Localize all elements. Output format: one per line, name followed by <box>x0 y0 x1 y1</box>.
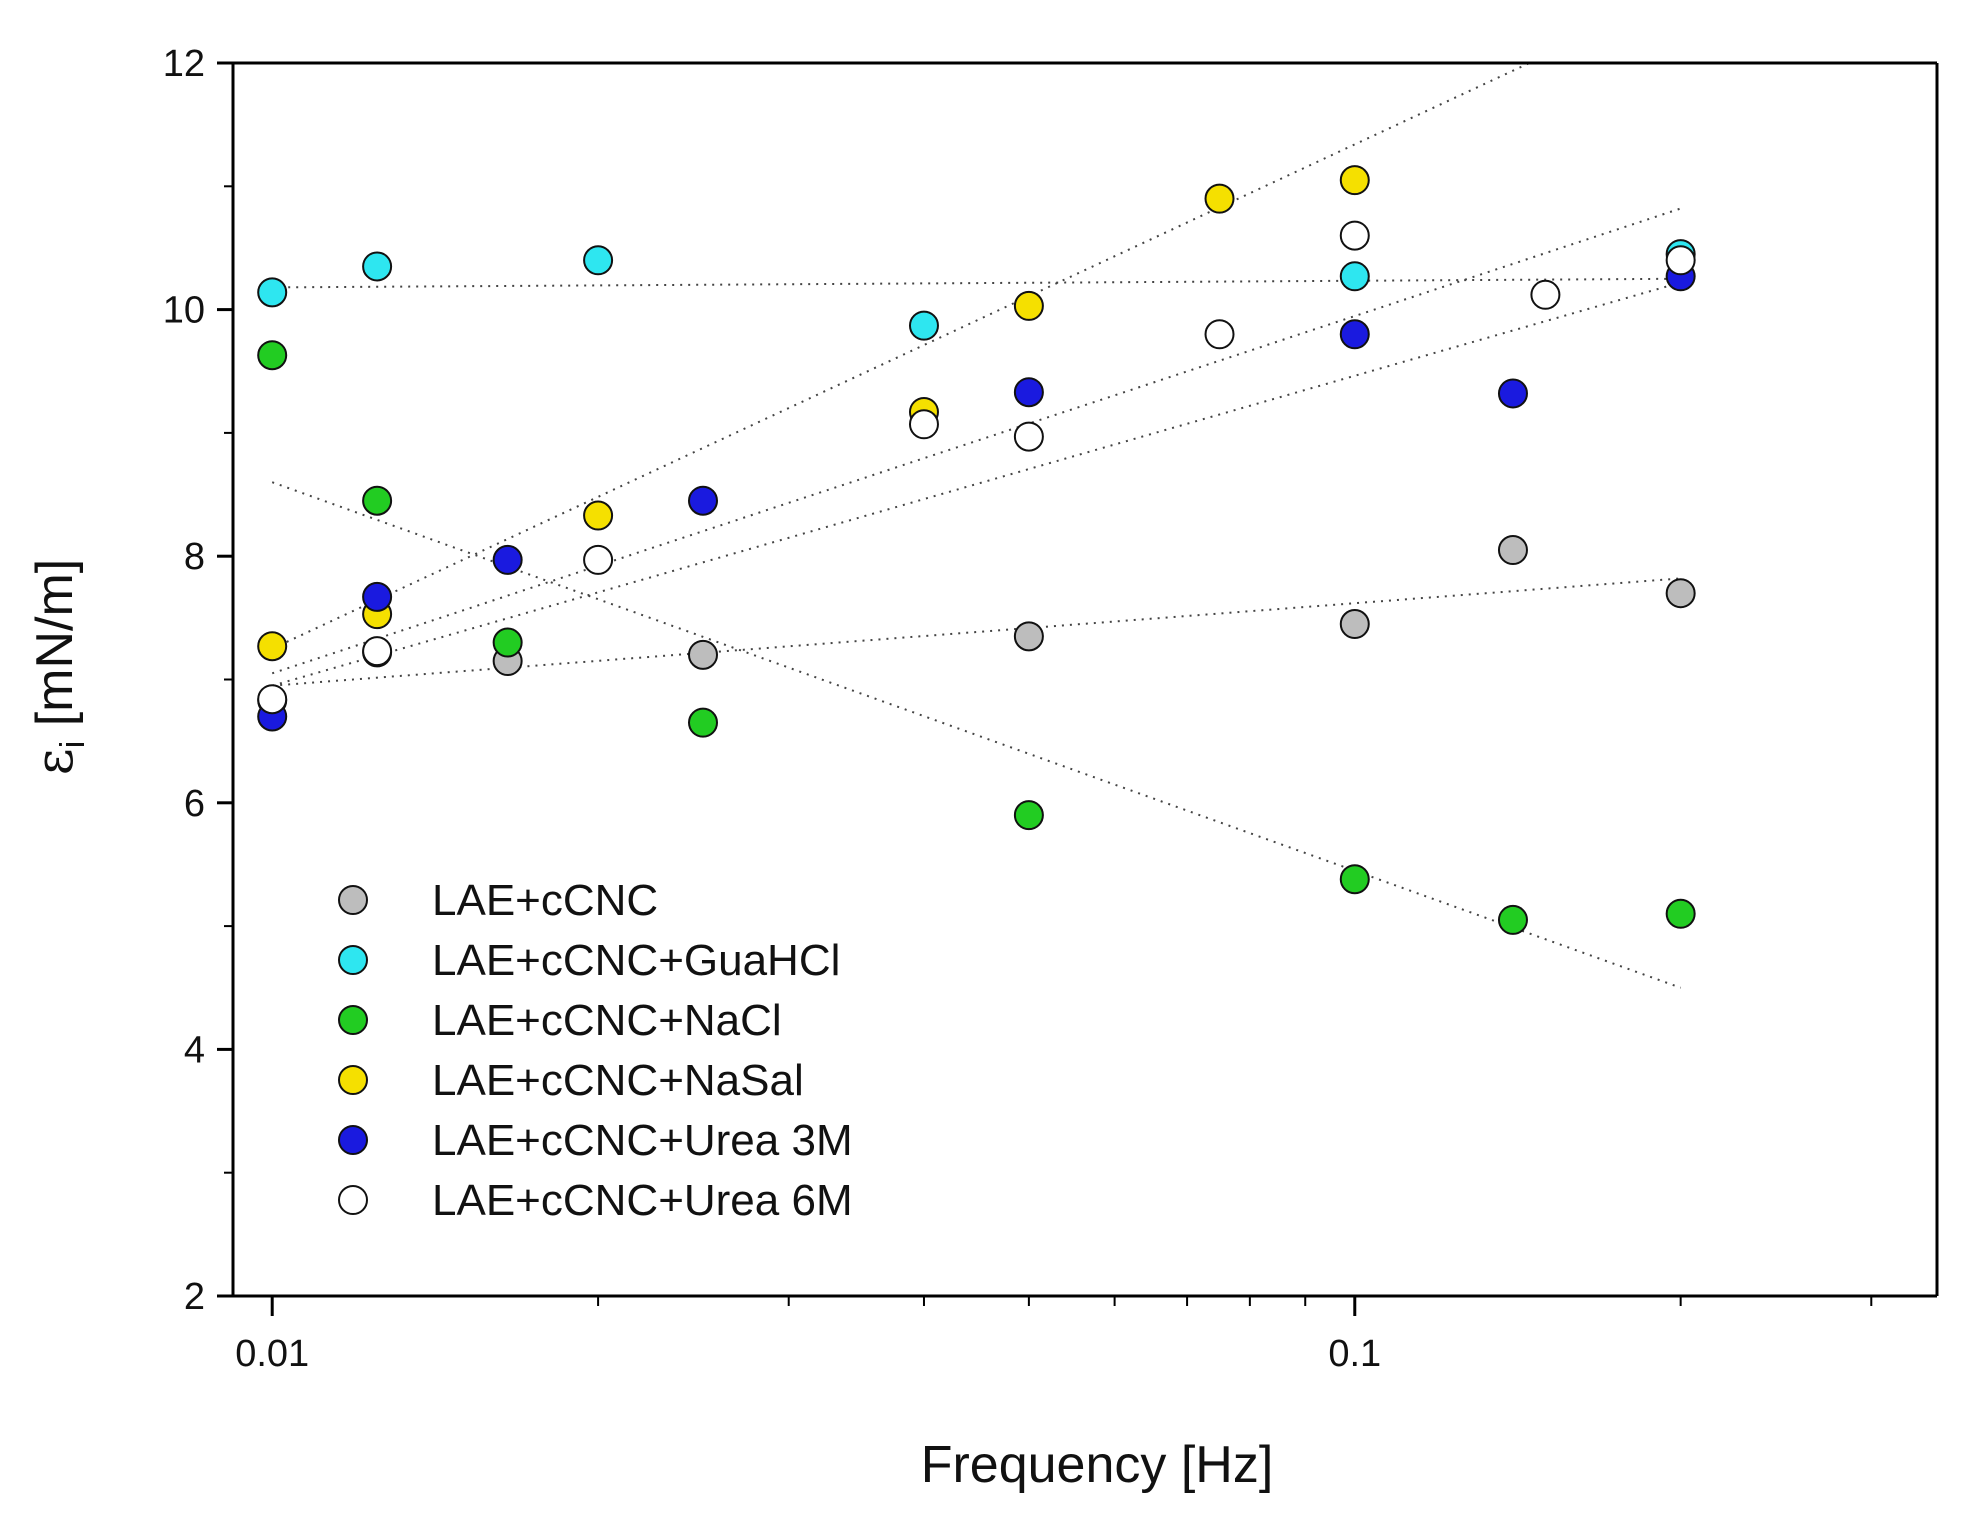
data-point-lae-ccnc-nacl <box>1339 864 1370 895</box>
data-point-lae-ccnc-nasal <box>257 631 288 662</box>
data-point-lae-ccnc-urea-6m <box>1204 319 1235 350</box>
data-point-lae-ccnc-nacl <box>688 707 719 738</box>
data-point-lae-ccnc-urea-3m <box>1013 377 1044 408</box>
trend-line-lae-ccnc-guahcl <box>272 277 1681 289</box>
data-point-lae-ccnc-guahcl <box>257 277 288 308</box>
y-tick-label: 4 <box>184 1029 205 1071</box>
data-points <box>257 165 1696 935</box>
data-point-lae-ccnc-nasal <box>583 500 614 531</box>
data-point-lae-ccnc <box>1497 535 1528 566</box>
data-point-lae-ccnc-guahcl <box>362 251 393 282</box>
legend-marker-lae-ccnc-nasal <box>338 1065 368 1095</box>
data-point-lae-ccnc-guahcl <box>1339 261 1370 292</box>
data-point-lae-ccnc-guahcl <box>908 310 939 341</box>
data-point-lae-ccnc <box>688 639 719 670</box>
data-point-lae-ccnc-urea-6m <box>1665 245 1696 276</box>
legend-label-lae-ccnc: LAE+cCNC <box>432 876 658 925</box>
y-axis-title-symbol: ε <box>25 748 85 775</box>
legend-label-lae-ccnc-urea-6m: LAE+cCNC+Urea 6M <box>432 1176 853 1225</box>
data-point-lae-ccnc-urea-6m <box>257 684 288 715</box>
data-point-lae-ccnc-urea-6m <box>1339 220 1370 251</box>
y-tick-label: 6 <box>184 783 205 825</box>
legend-marker-lae-ccnc <box>338 885 368 915</box>
data-point-lae-ccnc-guahcl <box>583 245 614 276</box>
legend-marker-lae-ccnc-urea-3m <box>338 1125 368 1155</box>
data-point-lae-ccnc-nacl <box>492 627 523 658</box>
data-point-lae-ccnc-urea-3m <box>492 544 523 575</box>
data-point-lae-ccnc-urea-3m <box>362 581 393 612</box>
data-point-lae-ccnc-urea-6m <box>583 544 614 575</box>
data-point-lae-ccnc <box>1339 609 1370 640</box>
legend-label-lae-ccnc-nasal: LAE+cCNC+NaSal <box>432 1056 804 1105</box>
data-point-lae-ccnc-urea-6m <box>362 636 393 667</box>
data-point-lae-ccnc-nasal <box>1013 290 1044 321</box>
legend-label-lae-ccnc-guahcl: LAE+cCNC+GuaHCl <box>432 936 840 985</box>
data-point-lae-ccnc-urea-6m <box>908 409 939 440</box>
data-point-lae-ccnc-nasal <box>1204 183 1235 214</box>
legend-marker-lae-ccnc-nacl <box>338 1005 368 1035</box>
trend-line-lae-ccnc <box>272 577 1681 687</box>
data-point-lae-ccnc-urea-3m <box>1497 378 1528 409</box>
data-point-lae-ccnc <box>1665 578 1696 609</box>
data-point-lae-ccnc-nacl <box>1013 800 1044 831</box>
y-tick-label: 2 <box>184 1276 205 1318</box>
data-point-lae-ccnc-nacl <box>1665 898 1696 929</box>
data-point-lae-ccnc-nacl <box>1497 904 1528 935</box>
x-tick-label: 0.01 <box>235 1333 309 1375</box>
legend-marker-lae-ccnc-guahcl <box>338 945 368 975</box>
y-axis-title-subscript: i <box>54 741 92 749</box>
y-axis-title: εi [mN/m] <box>25 559 92 776</box>
data-point-lae-ccnc-urea-3m <box>688 485 719 516</box>
data-point-lae-ccnc-urea-3m <box>1339 319 1370 350</box>
data-point-lae-ccnc-urea-6m <box>1013 421 1044 452</box>
data-point-lae-ccnc-nacl <box>257 340 288 371</box>
legend-label-lae-ccnc-nacl: LAE+cCNC+NaCl <box>432 996 782 1045</box>
legend: LAE+cCNC LAE+cCNC+GuaHCl LAE+cCNC+NaCl LAE+… <box>338 876 853 1225</box>
legend-marker-lae-ccnc-urea-6m <box>338 1185 368 1215</box>
data-point-lae-ccnc-nacl <box>362 485 393 516</box>
legend-label-lae-ccnc-urea-3m: LAE+cCNC+Urea 3M <box>432 1116 853 1165</box>
x-axis-title: Frequency [Hz] <box>921 1436 1274 1494</box>
data-point-lae-ccnc-nasal <box>1339 165 1370 196</box>
y-axis-title-unit: [mN/m] <box>26 559 84 741</box>
axes: 2 4 6 8 10 12 0.01 0.1 <box>163 43 1939 1375</box>
data-point-lae-ccnc-urea-6m <box>1530 279 1561 310</box>
y-tick-label: 12 <box>163 43 205 85</box>
data-point-lae-ccnc <box>1013 621 1044 652</box>
y-tick-label: 8 <box>184 536 205 578</box>
y-tick-label: 10 <box>163 290 205 332</box>
x-tick-label: 0.1 <box>1328 1333 1381 1375</box>
